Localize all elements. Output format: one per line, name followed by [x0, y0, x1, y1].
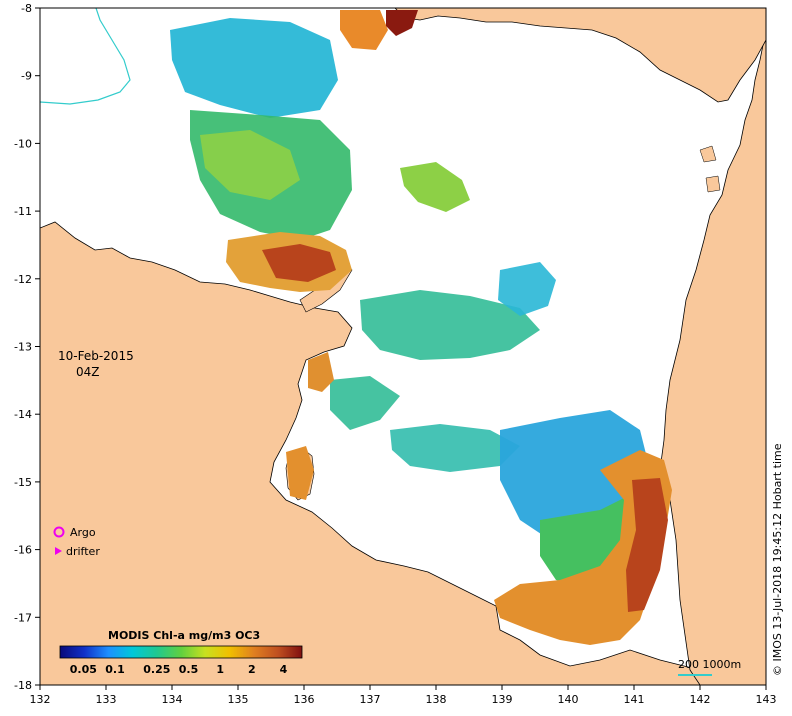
lat-tick-label: -8 [21, 2, 32, 15]
lat-tick-label: -18 [14, 679, 32, 692]
legend-tick-label: 2 [248, 663, 256, 676]
legend-tick-label: 0.05 [70, 663, 97, 676]
longitude-axis: 132 133 134 135 136 137 138 139 140 141 142 143 [30, 685, 777, 706]
colour-legend: MODIS Chl-a mg/m3 OC3 0.05 0.1 0.25 0.5 1 2 4 [59, 629, 303, 676]
lat-tick-label: -15 [14, 476, 32, 489]
argo-label: Argo [70, 526, 96, 539]
lat-tick-label: -9 [21, 70, 32, 83]
land-cape-york [659, 8, 766, 685]
legend-ticks: 0.05 0.1 0.25 0.5 1 2 4 [70, 663, 288, 676]
chl-patch-central-east-blue [498, 262, 556, 316]
drifter-symbol-icon [55, 547, 62, 555]
legend-tick-label: 0.1 [105, 663, 125, 676]
scale-bar: 200 1000m [678, 658, 741, 676]
chl-patch-top-orange [340, 10, 388, 50]
lon-tick-label: 142 [690, 693, 711, 706]
land-torres-islands [699, 145, 721, 193]
lon-tick-label: 132 [30, 693, 51, 706]
legend-tick-label: 0.5 [179, 663, 199, 676]
legend-colorbar [59, 645, 303, 659]
latitude-axis: -8 -9 -10 -11 -12 -13 -14 -15 -16 -17 -18 [14, 2, 40, 692]
lon-tick-label: 138 [426, 693, 447, 706]
chl-patch-arnhem-red [262, 244, 336, 282]
argo-symbol-icon [53, 526, 65, 538]
lon-tick-label: 137 [360, 693, 381, 706]
lat-tick-label: -12 [14, 273, 32, 286]
legend-tick-label: 0.25 [143, 663, 170, 676]
lon-tick-label: 139 [492, 693, 513, 706]
lat-tick-label: -17 [14, 611, 32, 624]
chl-patch-central-green [360, 290, 540, 360]
lon-tick-label: 140 [558, 693, 579, 706]
legend-title: MODIS Chl-a mg/m3 OC3 [108, 629, 260, 642]
chl-patch-coast-orange [308, 352, 334, 392]
lon-tick-label: 136 [294, 693, 315, 706]
lat-tick-label: -13 [14, 341, 32, 354]
drifter-label: drifter [66, 545, 100, 558]
map-layers [40, 8, 766, 685]
lat-tick-label: -16 [14, 544, 32, 557]
lon-tick-label: 135 [228, 693, 249, 706]
legend-tick-label: 4 [280, 663, 288, 676]
chl-patch-se-red [626, 478, 668, 612]
scale-bar-label: 200 1000m [678, 658, 741, 671]
chl-patch-north-lightgreen [400, 162, 470, 212]
chl-patch-top-darkred [386, 10, 418, 36]
bathymetry-contour-nw [40, 8, 131, 105]
chl-patch-groote-orange [286, 446, 314, 500]
lat-tick-label: -14 [14, 408, 32, 421]
land-arnhem [40, 221, 766, 685]
lon-tick-label: 133 [96, 693, 117, 706]
time-label: 04Z [76, 365, 100, 379]
lon-tick-label: 134 [162, 693, 183, 706]
chl-patch-nw-blue [170, 18, 338, 118]
lon-tick-label: 143 [756, 693, 777, 706]
symbol-legend: Argo drifter [53, 526, 100, 558]
date-label: 10-Feb-2015 [58, 349, 134, 363]
lat-tick-label: -10 [14, 137, 32, 150]
lat-tick-label: -11 [14, 205, 32, 218]
legend-tick-label: 1 [216, 663, 224, 676]
credit-text: © IMOS 13-Jul-2018 19:45:12 Hobart time [771, 443, 784, 676]
chl-patch-nw-lightgreen [200, 130, 300, 200]
chl-patch-west-coast-green [330, 376, 400, 430]
chlorophyll-patches [170, 10, 672, 645]
lon-tick-label: 141 [624, 693, 645, 706]
chl-patch-mid-teal [390, 424, 520, 472]
land-new-guinea [394, 8, 766, 103]
